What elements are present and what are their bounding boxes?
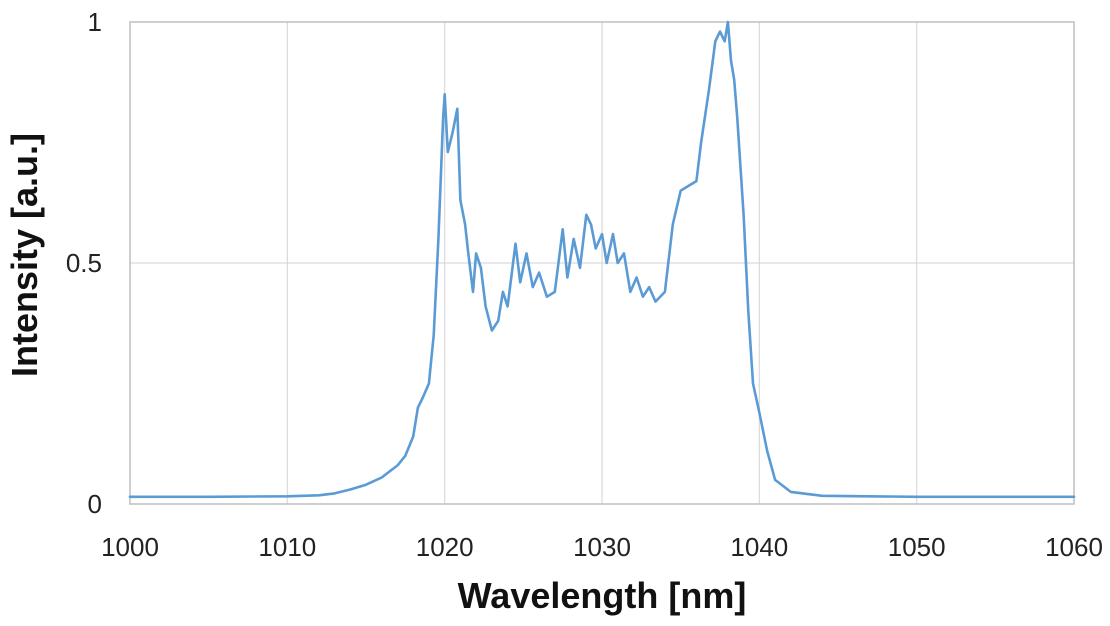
- x-axis-ticks: 1000 1010 1020 1030 1040 1050 1060: [101, 532, 1103, 562]
- x-axis-title: Wavelength [nm]: [458, 575, 747, 616]
- x-tick-label: 1010: [258, 532, 316, 562]
- x-tick-label: 1040: [730, 532, 788, 562]
- x-tick-label: 1000: [101, 532, 159, 562]
- x-tick-label: 1050: [888, 532, 946, 562]
- y-axis-title: Intensity [a.u.]: [4, 133, 45, 377]
- y-axis-ticks: 00.51: [66, 7, 102, 519]
- y-tick-label: 0: [88, 489, 102, 519]
- x-tick-label: 1020: [416, 532, 474, 562]
- series-line: [128, 20, 1076, 499]
- y-tick-label: 1: [88, 7, 102, 37]
- plot-border: [129, 21, 1075, 505]
- x-tick-label: 1030: [573, 532, 631, 562]
- x-tick-label: 1060: [1045, 532, 1103, 562]
- y-tick-label: 0.5: [66, 248, 102, 278]
